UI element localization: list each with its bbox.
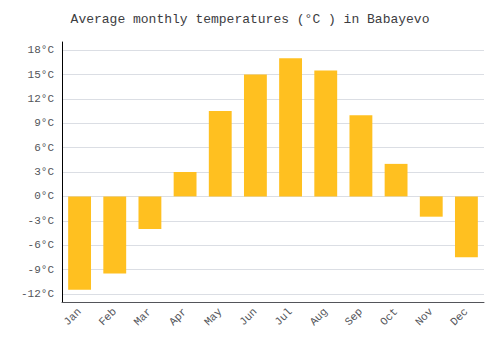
svg-text:Dec: Dec: [448, 306, 470, 328]
svg-text:-3°C: -3°C: [28, 215, 55, 227]
svg-text:6°C: 6°C: [34, 142, 54, 154]
svg-text:Aug: Aug: [308, 306, 330, 328]
svg-text:Mar: Mar: [132, 306, 154, 328]
svg-text:Jan: Jan: [61, 306, 83, 328]
svg-text:Jun: Jun: [237, 306, 259, 328]
svg-text:3°C: 3°C: [34, 166, 54, 178]
svg-text:Jul: Jul: [272, 306, 294, 328]
svg-text:-9°C: -9°C: [28, 264, 55, 276]
svg-text:12°C: 12°C: [28, 93, 55, 105]
svg-text:Oct: Oct: [378, 306, 400, 328]
svg-text:0°C: 0°C: [34, 190, 54, 202]
svg-text:Feb: Feb: [97, 306, 119, 328]
svg-text:-6°C: -6°C: [28, 239, 55, 251]
svg-text:Average monthly temperatures (: Average monthly temperatures (°C ) in Ba…: [71, 12, 430, 27]
svg-text:-12°C: -12°C: [21, 288, 54, 300]
svg-text:15°C: 15°C: [28, 69, 55, 81]
svg-text:18°C: 18°C: [28, 44, 55, 56]
svg-text:9°C: 9°C: [34, 117, 54, 129]
svg-text:Nov: Nov: [413, 305, 436, 328]
svg-text:Apr: Apr: [167, 306, 189, 328]
svg-text:Sep: Sep: [343, 306, 365, 328]
svg-text:May: May: [202, 305, 225, 328]
